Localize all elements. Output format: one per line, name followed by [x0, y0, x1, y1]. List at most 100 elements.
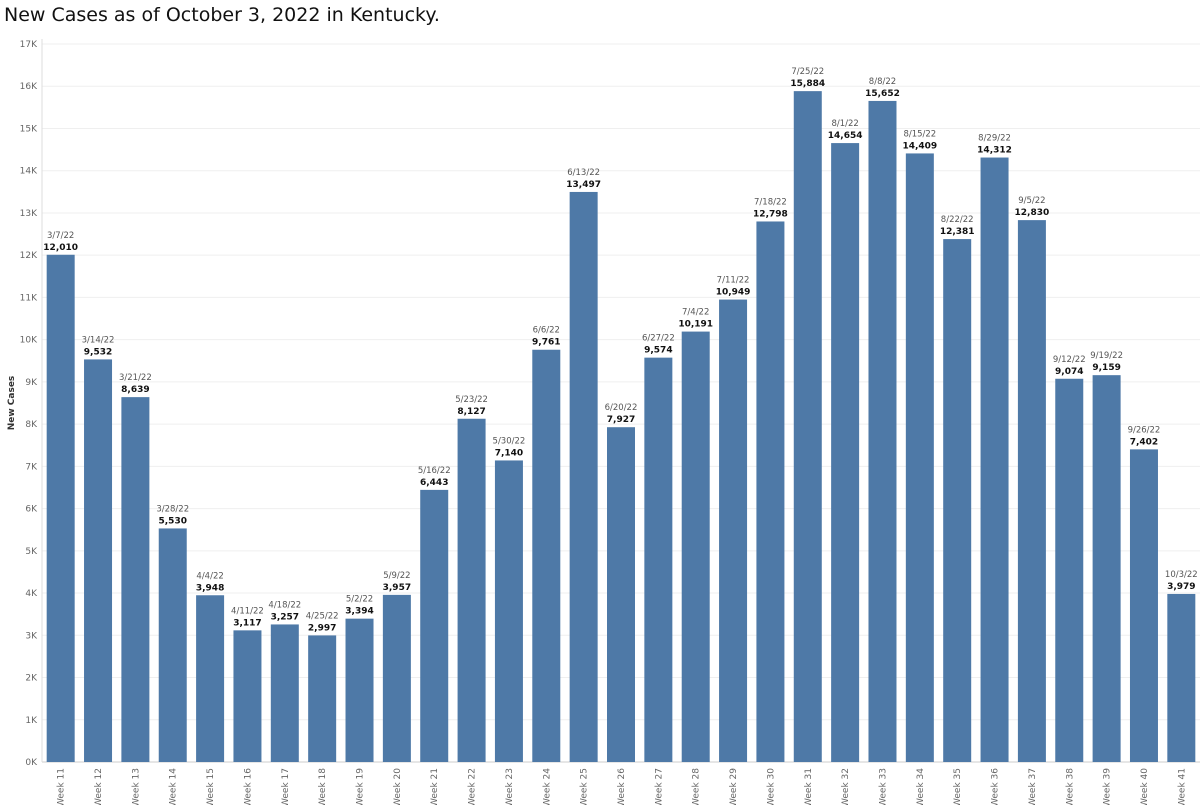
x-tick-label: Week 28: [692, 768, 702, 805]
value-label: 5,530: [159, 516, 187, 526]
y-tick-label: 17K: [20, 40, 38, 50]
x-tick-label: Week 35: [953, 768, 963, 805]
bar[interactable]: [308, 635, 337, 762]
y-tick-label: 10K: [20, 336, 38, 346]
bar[interactable]: [681, 331, 710, 762]
y-tick-label: 9K: [25, 378, 38, 388]
x-tick-label: Week 12: [94, 768, 104, 805]
x-tick-label: Week 13: [131, 768, 141, 805]
date-label: 6/13/22: [567, 168, 600, 178]
date-label: 6/20/22: [605, 403, 638, 413]
value-label: 8,639: [121, 385, 149, 395]
date-label: 9/19/22: [1090, 351, 1123, 361]
bar[interactable]: [793, 91, 822, 763]
y-tick-label: 0K: [25, 758, 38, 768]
x-tick-label: Week 18: [318, 768, 328, 805]
value-label: 14,654: [828, 131, 863, 141]
value-label: 12,830: [1015, 208, 1050, 218]
bar[interactable]: [382, 594, 411, 762]
bar[interactable]: [494, 460, 523, 762]
value-label: 7,402: [1130, 437, 1158, 447]
bar[interactable]: [607, 427, 635, 762]
x-tick-label: Week 20: [393, 768, 403, 805]
value-label: 15,652: [865, 89, 900, 99]
date-label: 9/12/22: [1053, 355, 1086, 365]
value-label: 12,798: [753, 209, 788, 219]
value-label: 7,140: [495, 448, 523, 458]
y-tick-label: 15K: [20, 124, 38, 134]
date-label: 4/25/22: [306, 611, 339, 621]
date-label: 4/18/22: [268, 600, 301, 610]
x-tick-label: Week 24: [542, 768, 552, 805]
bar[interactable]: [532, 349, 561, 762]
value-label: 3,394: [345, 607, 373, 617]
x-tick-label: Week 22: [468, 768, 478, 805]
bar[interactable]: [457, 418, 486, 762]
value-label: 3,948: [196, 583, 224, 593]
bar[interactable]: [233, 630, 262, 762]
bar[interactable]: [1092, 375, 1121, 762]
date-label: 4/4/22: [196, 571, 223, 581]
x-axis: Week 11 Week 12 Week 13 Week 14 Week 15 Week …: [57, 768, 1188, 805]
x-tick-label: Week 14: [169, 768, 179, 805]
y-tick-label: 3K: [25, 631, 38, 641]
x-tick-label: Week 21: [430, 768, 440, 805]
bar[interactable]: [756, 221, 785, 762]
bar[interactable]: [719, 299, 748, 762]
date-label: 5/23/22: [455, 395, 488, 405]
x-tick-label: Week 19: [356, 768, 366, 805]
x-tick-label: Week 39: [1103, 768, 1113, 805]
bar[interactable]: [905, 153, 934, 762]
date-label: 5/30/22: [493, 436, 526, 446]
bar[interactable]: [644, 357, 673, 762]
date-label: 6/27/22: [642, 334, 675, 344]
bar[interactable]: [270, 624, 299, 762]
bar[interactable]: [196, 595, 225, 762]
value-label: 12,010: [43, 243, 78, 253]
bar[interactable]: [868, 100, 897, 763]
y-tick-label: 12K: [20, 251, 38, 261]
y-tick-label: 8K: [25, 420, 38, 430]
y-tick-label: 5K: [25, 547, 38, 557]
value-label: 3,979: [1167, 582, 1195, 592]
bar[interactable]: [943, 239, 972, 762]
bar[interactable]: [345, 618, 374, 762]
chart-title: New Cases as of October 3, 2022 in Kentu…: [4, 4, 440, 26]
value-label: 3,117: [233, 618, 261, 628]
value-label: 2,997: [308, 623, 336, 633]
y-tick-label: 4K: [25, 589, 38, 599]
bar[interactable]: [46, 254, 75, 762]
bar[interactable]: [84, 359, 113, 762]
bar[interactable]: [1017, 220, 1046, 763]
y-tick-label: 16K: [20, 82, 38, 92]
value-label: 15,884: [790, 79, 825, 89]
bar[interactable]: [420, 489, 449, 762]
date-label: 7/4/22: [682, 308, 709, 318]
bars: 12,010 3/7/22 9,532 3/14/22 8,639 3/21/22 5,53…: [43, 67, 1198, 763]
date-label: 3/7/22: [47, 231, 74, 241]
bar[interactable]: [980, 157, 1009, 763]
value-label: 14,312: [977, 146, 1012, 156]
x-tick-label: Week 23: [505, 768, 515, 805]
date-label: 3/21/22: [119, 373, 152, 383]
x-tick-label: Week 34: [916, 768, 926, 805]
value-label: 3,257: [271, 612, 299, 622]
y-tick-label: 13K: [20, 209, 38, 219]
x-tick-label: Week 15: [206, 768, 216, 805]
x-tick-label: Week 25: [580, 768, 590, 805]
date-label: 4/11/22: [231, 606, 264, 616]
value-label: 9,074: [1055, 367, 1083, 377]
bar[interactable]: [1167, 593, 1196, 762]
bar[interactable]: [831, 143, 860, 763]
bar[interactable]: [569, 191, 598, 762]
value-label: 14,409: [902, 141, 937, 151]
x-tick-label: Week 40: [1140, 768, 1150, 805]
bar[interactable]: [1129, 449, 1158, 762]
bar[interactable]: [121, 397, 150, 762]
x-tick-label: Week 41: [1177, 768, 1187, 805]
bar[interactable]: [1055, 378, 1084, 762]
bar[interactable]: [158, 528, 187, 762]
x-tick-label: Week 17: [281, 768, 291, 805]
date-label: 8/15/22: [903, 129, 936, 139]
date-label: 9/5/22: [1018, 196, 1045, 206]
